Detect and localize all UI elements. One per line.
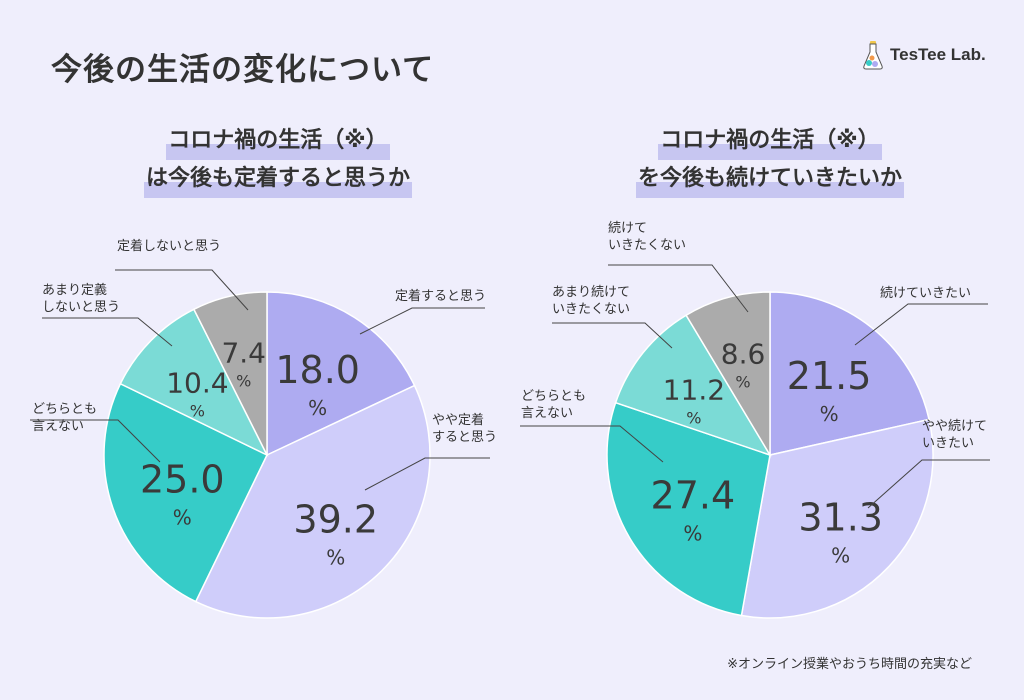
pie0-slice-1	[194, 384, 431, 619]
pie1-value-label-4: 8.6	[721, 338, 766, 371]
pie1-category-label-4-line0: 続けて	[608, 221, 647, 236]
pie1-category-label-2-line0: どちらとも	[521, 389, 586, 404]
pie0-slice-3	[119, 308, 269, 457]
pie1-value-label-0: 21.5	[787, 354, 872, 398]
pie1-unit-label-3: %	[686, 409, 701, 428]
pie1-category-label-3-line1: いきたくない	[552, 302, 630, 317]
pie0-unit-label-1: %	[326, 546, 345, 570]
pie1-category-label-3-line0: あまり続けて	[552, 285, 630, 300]
pie0-category-label-2-line0: どちらとも	[32, 402, 97, 417]
pie1-category-label-1-line1: いきたい	[922, 436, 974, 451]
pie1-slice-4	[685, 291, 771, 458]
pie1-category-label-2-line1: 言えない	[521, 406, 573, 421]
pie0-unit-label-0: %	[308, 396, 327, 420]
pie1-leader-line-0	[854, 303, 988, 346]
pie0-leader-line-4	[115, 269, 249, 311]
pie1-leader-line-4	[608, 264, 749, 313]
pie1-slice-0	[769, 291, 930, 456]
page-title: 今後の生活の変化について	[51, 52, 435, 88]
pie1-category-label-4-line1: いきたくない	[608, 238, 686, 253]
pie0-slice-4	[192, 291, 268, 456]
pie0-value-label-0: 18.0	[275, 348, 360, 392]
logo: TesTee Lab.	[862, 40, 986, 70]
chart-right-title-line2: を今後も続けていきたいか	[635, 160, 904, 198]
pie0-unit-label-4: %	[236, 372, 251, 391]
pie0-leader-line-1	[364, 457, 490, 491]
logo-text: TesTee Lab.	[890, 45, 986, 64]
footnote: ※オンライン授業やおうち時間の充実など	[727, 657, 972, 672]
pie1-slice-3	[614, 314, 772, 457]
pie0-slice-0	[266, 291, 416, 457]
pie0-leader-line-0	[359, 307, 485, 335]
chart-right-title-line1: コロナ禍の生活（※）	[658, 122, 882, 160]
pie0-category-label-3-line1: しないと思う	[42, 300, 120, 315]
flask-icon	[863, 41, 883, 70]
pie1-leader-line-3	[552, 322, 673, 349]
pie0-category-label-1-line0: やや定着	[432, 412, 484, 428]
pie0-value-label-4: 7.4	[221, 337, 266, 370]
chart-left-title-line1: コロナ禍の生活（※）	[166, 122, 390, 160]
pie1-value-label-3: 11.2	[663, 374, 725, 407]
pie0-category-label-1-line1: すると思う	[432, 430, 497, 445]
pie1-unit-label-0: %	[820, 402, 839, 426]
pie0-category-label-2-line1: 言えない	[32, 419, 84, 434]
pie1-unit-label-2: %	[683, 522, 702, 546]
pie0-category-label-0: 定着すると思う	[395, 288, 486, 304]
pie1-slice-2	[606, 401, 771, 617]
pie1-unit-label-1: %	[831, 544, 850, 568]
pie0-value-label-2: 25.0	[140, 457, 225, 501]
pie1-leader-line-1	[867, 459, 990, 509]
pie1-value-label-2: 27.4	[651, 474, 736, 518]
pie1-category-label-1-line0: やや続けて	[922, 419, 987, 434]
pie1-unit-label-4: %	[735, 373, 750, 392]
pie0-value-label-3: 10.4	[166, 366, 228, 399]
pie0-value-label-1: 39.2	[293, 498, 378, 542]
pie1-value-label-1: 31.3	[798, 496, 883, 540]
pie0-leader-line-2	[30, 419, 161, 463]
pie0-leader-line-3	[42, 317, 173, 347]
pie0-category-label-3-line0: あまり定義	[42, 282, 107, 298]
pie0-category-label-4: 定着しないと思う	[117, 238, 221, 254]
pie0-unit-label-3: %	[190, 401, 205, 420]
chart-right-title: コロナ禍の生活（※） を今後も続けていきたいか	[580, 122, 960, 198]
pie1-leader-line-2	[520, 425, 664, 463]
chart-left-title: コロナ禍の生活（※） は今後も定着すると思うか	[88, 122, 468, 198]
pie0-unit-label-2: %	[173, 505, 192, 529]
pie1-slice-1	[740, 418, 934, 619]
pie0-slice-2	[103, 382, 269, 603]
chart-left-title-line2: は今後も定着すると思うか	[143, 160, 412, 198]
pie1-category-label-0: 続けていきたい	[880, 286, 971, 301]
